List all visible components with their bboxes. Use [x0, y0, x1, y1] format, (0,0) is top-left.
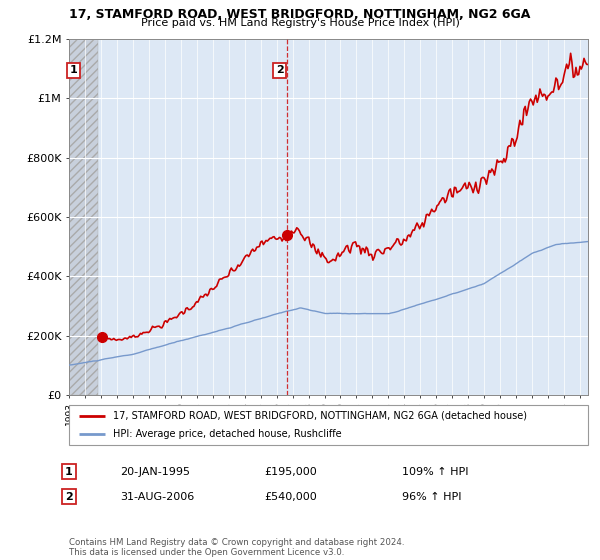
- FancyBboxPatch shape: [69, 405, 588, 445]
- Text: 96% ↑ HPI: 96% ↑ HPI: [402, 492, 461, 502]
- Text: 17, STAMFORD ROAD, WEST BRIDGFORD, NOTTINGHAM, NG2 6GA: 17, STAMFORD ROAD, WEST BRIDGFORD, NOTTI…: [70, 8, 530, 21]
- Text: 2: 2: [276, 66, 284, 75]
- Text: 109% ↑ HPI: 109% ↑ HPI: [402, 466, 469, 477]
- Text: 1: 1: [65, 466, 73, 477]
- Text: 20-JAN-1995: 20-JAN-1995: [120, 466, 190, 477]
- Text: £195,000: £195,000: [264, 466, 317, 477]
- Text: 17, STAMFORD ROAD, WEST BRIDGFORD, NOTTINGHAM, NG2 6GA (detached house): 17, STAMFORD ROAD, WEST BRIDGFORD, NOTTI…: [113, 411, 527, 421]
- Text: 2: 2: [65, 492, 73, 502]
- Text: Price paid vs. HM Land Registry's House Price Index (HPI): Price paid vs. HM Land Registry's House …: [140, 18, 460, 29]
- Text: HPI: Average price, detached house, Rushcliffe: HPI: Average price, detached house, Rush…: [113, 430, 342, 439]
- Text: £540,000: £540,000: [264, 492, 317, 502]
- Text: Contains HM Land Registry data © Crown copyright and database right 2024.
This d: Contains HM Land Registry data © Crown c…: [69, 538, 404, 557]
- Text: 1: 1: [70, 66, 77, 75]
- Text: 31-AUG-2006: 31-AUG-2006: [120, 492, 194, 502]
